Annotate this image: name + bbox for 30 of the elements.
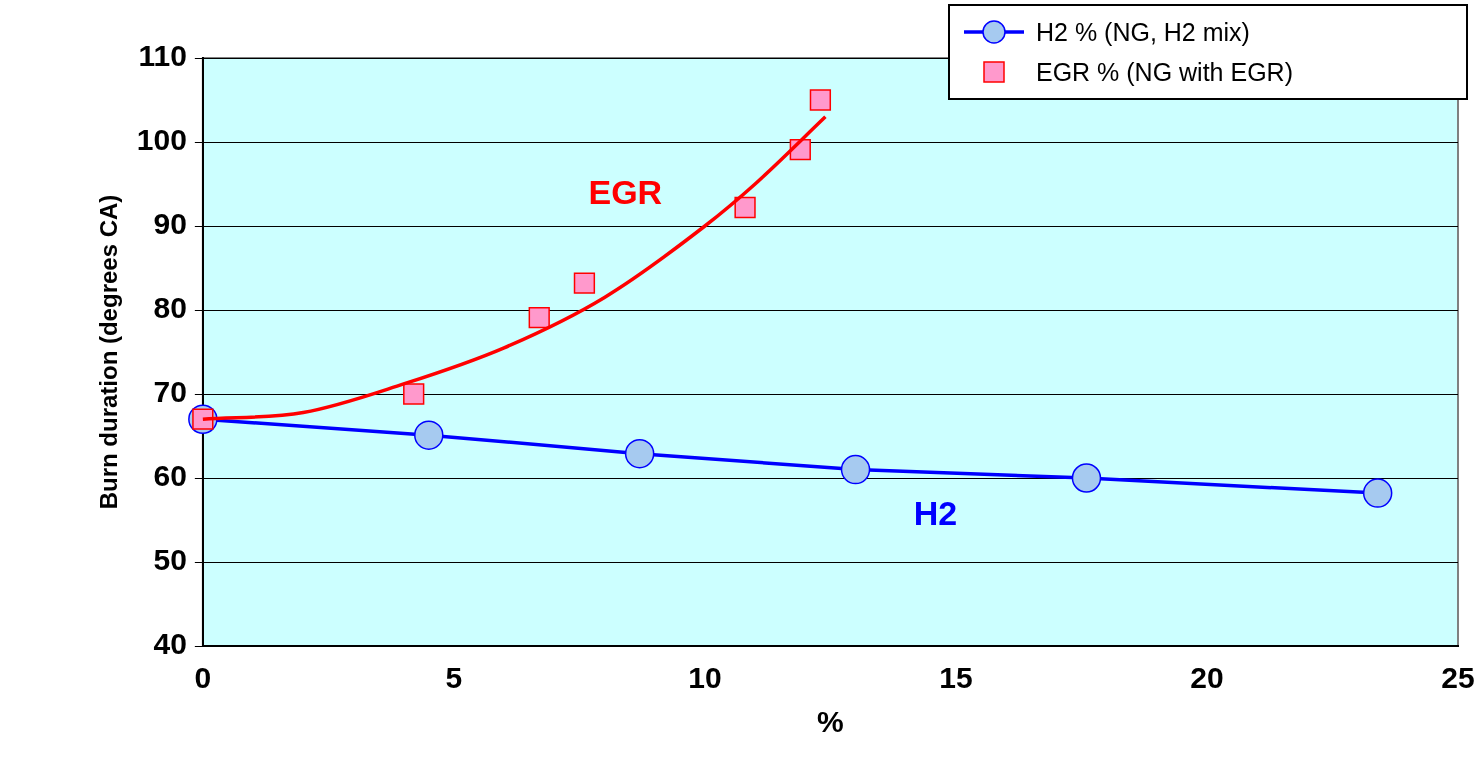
y-tick-label: 100 <box>136 123 187 157</box>
point <box>1362 478 1393 508</box>
point <box>403 383 425 405</box>
x-tick-label: 10 <box>688 661 722 695</box>
point <box>734 196 756 219</box>
legend-label: H2 % (NG, H2 mix) <box>1036 17 1250 47</box>
y-tick-label: 40 <box>153 627 187 661</box>
y-tick-label: 70 <box>153 375 187 409</box>
y-tick-label: 60 <box>153 459 187 493</box>
y-tick-label: 50 <box>153 543 187 577</box>
point <box>573 272 596 294</box>
annotation: EGR <box>588 172 663 211</box>
annotation: H2 <box>913 493 958 532</box>
x-tick-label: 15 <box>939 661 973 695</box>
y-tick-label: 110 <box>138 39 187 73</box>
x-tick-label: 5 <box>445 661 463 695</box>
y-tick-label: 80 <box>153 291 187 325</box>
legend-label: EGR % (NG with EGR) <box>1036 57 1293 87</box>
point <box>414 420 444 450</box>
point <box>809 89 832 111</box>
point <box>1071 463 1102 493</box>
x-tick-label: 20 <box>1190 661 1224 695</box>
point <box>528 306 550 329</box>
point <box>840 454 871 485</box>
x-tick-label: 25 <box>1441 661 1475 695</box>
y-tick-label: 90 <box>153 207 187 241</box>
x-axis-title: % <box>817 705 844 739</box>
point <box>624 438 655 469</box>
x-tick-label: 0 <box>194 661 212 695</box>
y-axis-title: Burn duration (degrees CA) <box>95 194 123 510</box>
